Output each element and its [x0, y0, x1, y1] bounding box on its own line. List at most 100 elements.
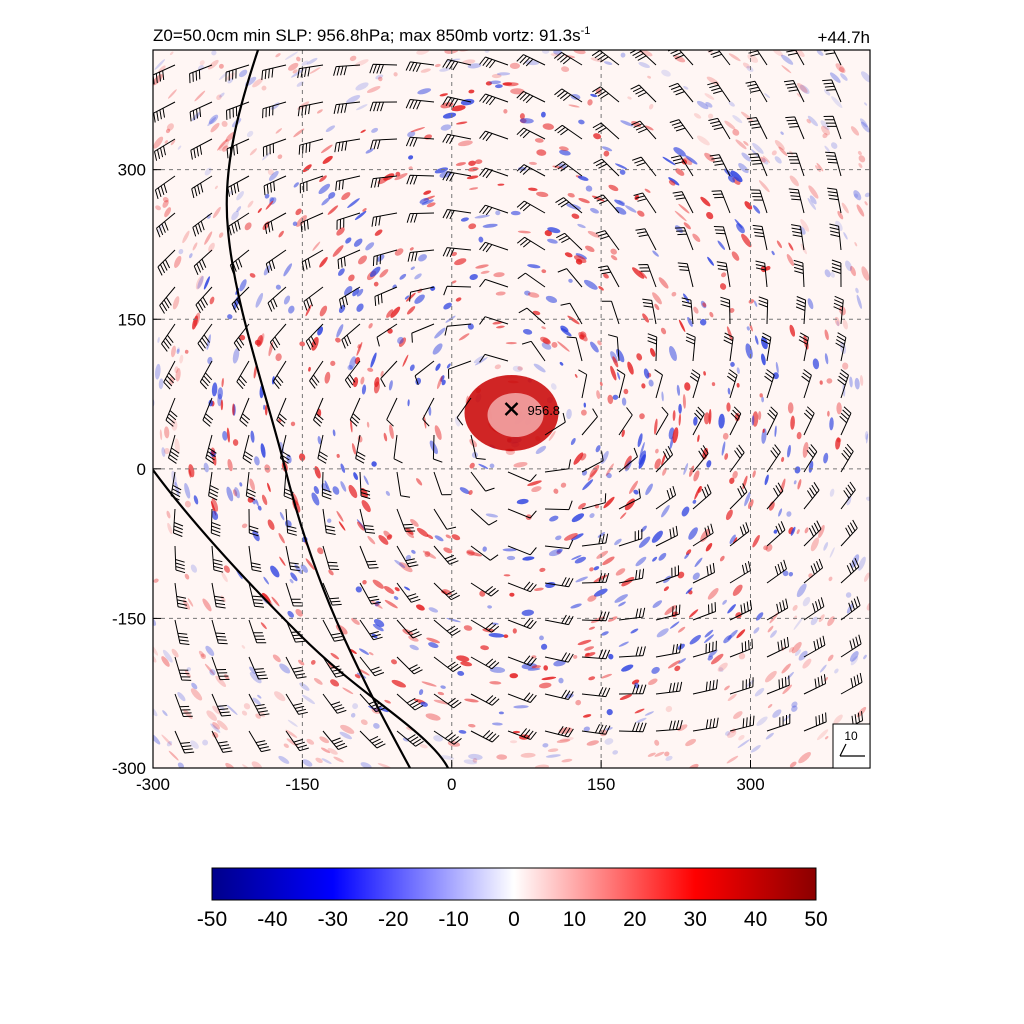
vorticity-blob	[765, 732, 774, 740]
vorticity-blob	[696, 100, 709, 110]
vorticity-blob	[827, 616, 835, 627]
vorticity-blob	[390, 306, 401, 318]
vorticity-blob	[559, 361, 564, 366]
vorticity-blob	[580, 409, 587, 416]
vorticity-blob	[796, 431, 802, 440]
wind-barb	[720, 296, 731, 325]
vorticity-blob	[571, 213, 580, 219]
vorticity-blob	[328, 192, 336, 199]
vorticity-blob	[796, 93, 802, 98]
vorticity-blob	[741, 152, 751, 162]
front-line	[153, 469, 449, 768]
vorticity-blob	[157, 337, 160, 343]
vorticity-blob	[839, 66, 845, 73]
wind-barb	[322, 582, 342, 606]
wind-barb	[516, 236, 546, 251]
wind-barb	[442, 247, 472, 258]
vorticity-blob	[354, 674, 361, 679]
vorticity-blob	[479, 590, 486, 597]
vorticity-blob	[456, 655, 470, 662]
vorticity-blob	[220, 399, 224, 411]
vorticity-blob	[619, 694, 633, 701]
vorticity-blob	[480, 270, 490, 274]
vorticity-blob	[636, 353, 643, 361]
vorticity-blob	[311, 492, 320, 506]
vorticity-blob	[241, 710, 248, 716]
vorticity-blob	[610, 365, 617, 381]
wind-barb	[633, 192, 657, 214]
vorticity-blob	[571, 533, 584, 541]
wind-barb	[371, 212, 398, 227]
wind-barb	[729, 677, 754, 695]
vorticity-blob	[755, 612, 764, 621]
vorticity-blob	[355, 586, 362, 593]
vorticity-blob	[455, 121, 468, 125]
vorticity-blob	[421, 199, 434, 206]
vorticity-blob	[468, 89, 475, 94]
vorticity-blob	[826, 378, 833, 384]
vorticity-blob	[849, 265, 857, 277]
vorticity-blob	[342, 687, 354, 695]
vorticity-blob	[774, 425, 777, 438]
vorticity-blob	[378, 534, 389, 545]
wind-barb	[470, 545, 499, 561]
vorticity-blob	[466, 551, 482, 557]
vorticity-blob	[410, 518, 419, 527]
vorticity-blob	[707, 588, 719, 600]
vorticity-blob	[405, 554, 412, 561]
vorticity-blob	[665, 705, 673, 713]
vorticity-blob	[385, 490, 391, 496]
x-tick-label: -150	[285, 775, 319, 794]
vorticity-blob	[184, 573, 190, 580]
vorticity-blob	[360, 129, 366, 133]
vorticity-blob	[593, 588, 608, 597]
vorticity-blob	[496, 754, 508, 760]
wind-barb	[711, 190, 731, 214]
wind-barb	[618, 407, 633, 436]
vorticity-blob	[469, 187, 479, 190]
wind-barb	[242, 434, 253, 464]
vorticity-blob	[732, 584, 743, 596]
vorticity-blob	[398, 337, 407, 348]
vorticity-blob	[414, 273, 422, 280]
vorticity-blob	[707, 655, 714, 661]
vorticity-blob	[692, 572, 700, 580]
wind-barb	[755, 260, 768, 288]
vorticity-blob	[570, 437, 576, 446]
wind-barb	[746, 117, 768, 140]
vorticity-blob	[509, 673, 519, 679]
vorticity-blob	[661, 453, 666, 466]
vorticity-blob	[842, 362, 849, 370]
vorticity-blob	[356, 521, 365, 531]
vorticity-blob	[864, 192, 870, 198]
vorticity-blob	[164, 448, 170, 455]
vorticity-blob	[154, 59, 166, 70]
vorticity-blob	[353, 472, 359, 481]
vorticity-blob	[527, 264, 541, 269]
vorticity-blob	[184, 483, 191, 499]
vorticity-blob	[202, 739, 209, 746]
vorticity-blob	[380, 370, 384, 377]
vorticity-blob	[227, 314, 233, 320]
wind-barb	[638, 264, 657, 288]
vorticity-blob	[268, 170, 279, 181]
vorticity-blob	[589, 513, 595, 519]
wind-barb	[557, 268, 583, 288]
vorticity-blob	[204, 663, 215, 675]
wind-barb	[766, 559, 787, 584]
vorticity-blob	[434, 167, 449, 174]
vorticity-blob	[300, 564, 308, 573]
wind-barb	[192, 212, 213, 237]
vorticity-blob	[781, 456, 785, 463]
vorticity-blob	[815, 165, 821, 173]
vorticity-blob	[601, 146, 613, 152]
vorticity-blob	[211, 50, 217, 56]
wind-barb	[269, 323, 287, 351]
vorticity-blob	[164, 140, 168, 144]
vorticity-blob	[184, 500, 191, 508]
vorticity-blob	[360, 376, 365, 385]
vorticity-blob	[209, 669, 216, 676]
wind-barb	[630, 84, 657, 103]
vorticity-blob	[338, 268, 345, 276]
vorticity-blob	[306, 738, 315, 745]
